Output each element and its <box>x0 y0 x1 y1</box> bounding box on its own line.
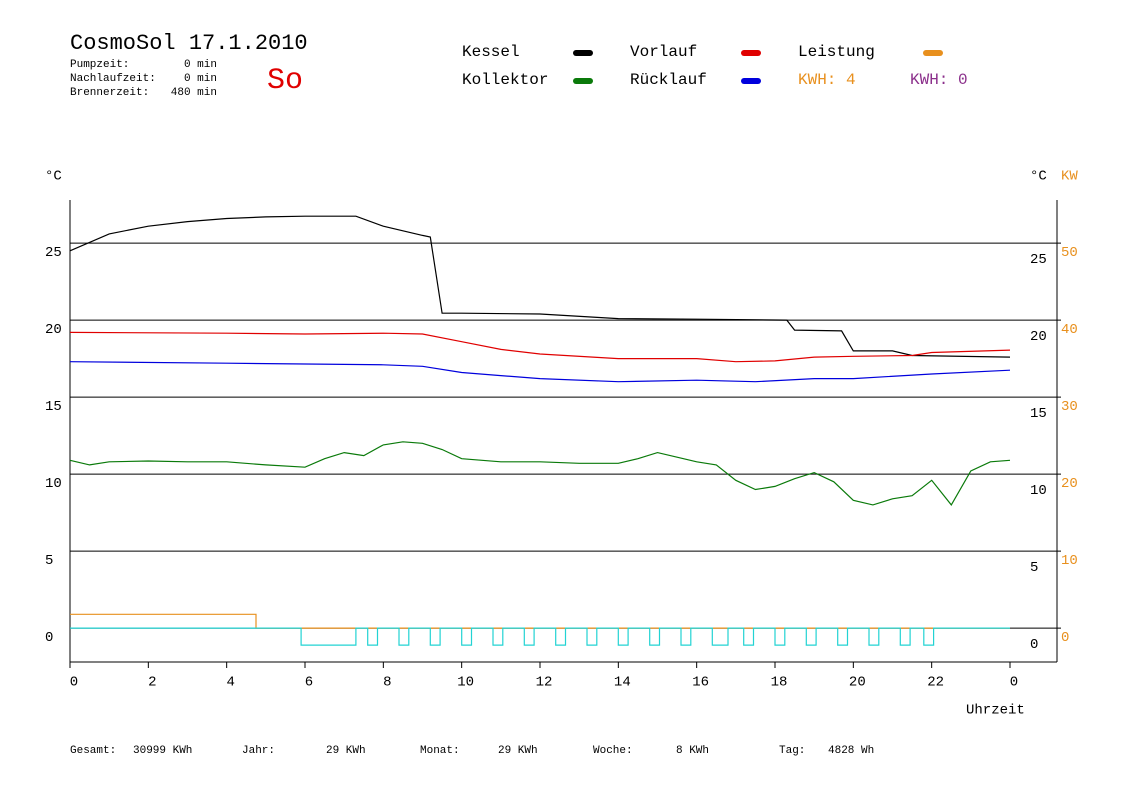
y-tick-label: 25 <box>45 245 62 261</box>
series-line <box>70 613 1010 629</box>
y2-tick-label: 10 <box>1061 553 1078 569</box>
y-tick-label-right: 10 <box>1030 483 1047 499</box>
info-label: Pumpzeit: <box>70 59 129 71</box>
total-label: Jahr: <box>242 745 275 757</box>
day: So <box>267 64 303 98</box>
energy-label: KWH: 4 <box>798 71 856 89</box>
y-tick-label-right: 20 <box>1030 329 1047 345</box>
x-tick-label: 16 <box>692 675 709 691</box>
chart-title: CosmoSol 17.1.2010 <box>70 31 308 56</box>
y-tick-label-right: 5 <box>1030 560 1038 576</box>
y-axis-label: °C <box>45 169 62 185</box>
x-axis-label: Uhrzeit <box>966 703 1025 719</box>
legend-label: Rücklauf <box>630 71 707 89</box>
x-tick-label: 6 <box>305 675 313 691</box>
total-label: Woche: <box>593 745 633 757</box>
total-value: 30999 KWh <box>133 745 192 757</box>
y2-axis-label: KW <box>1061 169 1078 185</box>
info-value: 0 min <box>184 73 217 85</box>
y-tick-label: 20 <box>45 322 62 338</box>
y2-tick-label: 50 <box>1061 245 1078 261</box>
x-tick-label: 2 <box>148 675 156 691</box>
total-label: Tag: <box>779 745 805 757</box>
info-label: Nachlaufzeit: <box>70 73 156 85</box>
y-tick-label: 10 <box>45 476 62 492</box>
total-value: 4828 Wh <box>828 745 874 757</box>
y-tick-label: 0 <box>45 630 53 646</box>
legend-label: Vorlauf <box>630 43 697 61</box>
total-value: 29 KWh <box>498 745 538 757</box>
legend-label: Leistung <box>798 43 875 61</box>
series-line <box>69 331 1011 363</box>
x-tick-label: 14 <box>614 675 631 691</box>
x-tick-label: 12 <box>536 675 553 691</box>
x-tick-label: 0 <box>70 675 78 691</box>
total-value: 29 KWh <box>326 745 366 757</box>
info-label: Brennerzeit: <box>70 87 149 99</box>
total-value: 8 KWh <box>676 745 709 757</box>
x-tick-label: 0 <box>1010 675 1018 691</box>
y-tick-label-right: 15 <box>1030 406 1047 422</box>
legend-label: Kollektor <box>462 71 548 89</box>
x-tick-label: 10 <box>457 675 474 691</box>
x-tick-label: 8 <box>383 675 391 691</box>
series-line <box>69 361 1011 383</box>
y-tick-label-right: 25 <box>1030 252 1047 268</box>
y2-tick-label: 40 <box>1061 322 1078 338</box>
y2-tick-label: 20 <box>1061 476 1078 492</box>
y-tick-label-right: 0 <box>1030 637 1038 653</box>
y-axis-label-right: °C <box>1030 169 1047 185</box>
x-tick-label: 18 <box>771 675 788 691</box>
series-line <box>69 215 1011 358</box>
total-label: Monat: <box>420 745 460 757</box>
info-value: 0 min <box>184 59 217 71</box>
total-label: Gesamt: <box>70 745 116 757</box>
series-line <box>69 441 1011 506</box>
y-tick-label: 5 <box>45 553 53 569</box>
info-value: 480 min <box>171 87 217 99</box>
energy-label: KWH: 0 <box>910 71 968 89</box>
legend-label: Kessel <box>462 43 520 61</box>
y2-tick-label: 0 <box>1061 630 1069 646</box>
y-tick-label: 15 <box>45 399 62 415</box>
x-tick-label: 4 <box>226 675 234 691</box>
y2-tick-label: 30 <box>1061 399 1078 415</box>
series-line <box>70 627 1010 646</box>
x-tick-label: 22 <box>927 675 944 691</box>
x-tick-label: 20 <box>849 675 866 691</box>
